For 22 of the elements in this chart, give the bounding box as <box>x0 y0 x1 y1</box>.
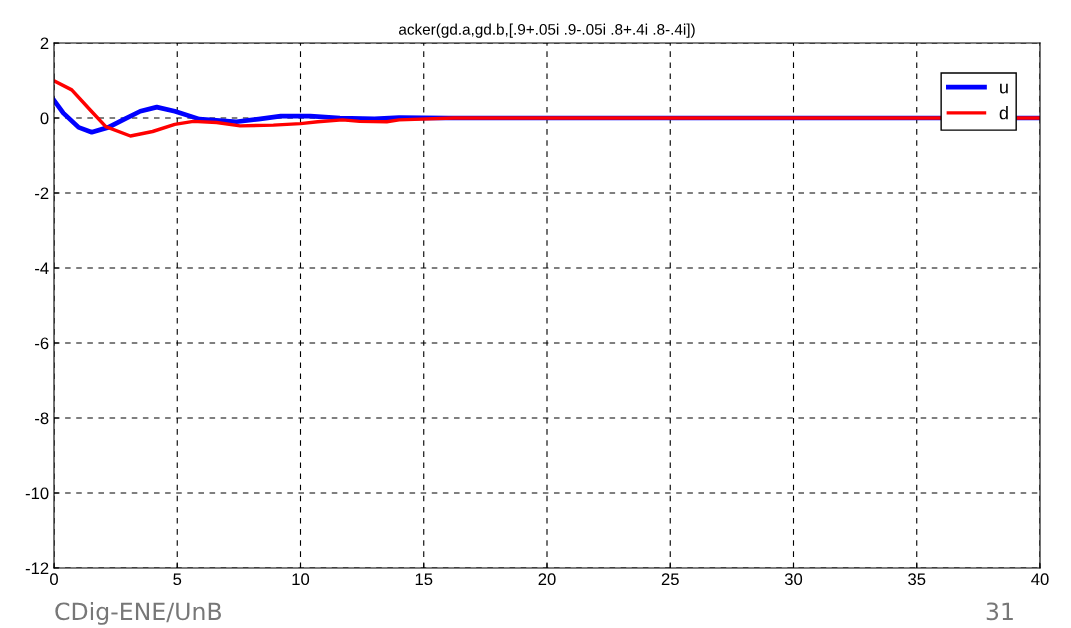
y-tick-label: -10 <box>25 487 49 500</box>
x-tick-label: 20 <box>538 573 556 586</box>
x-tick-label: 15 <box>415 573 433 586</box>
text: 31 <box>986 602 1013 621</box>
x-tick-label: 5 <box>173 573 182 586</box>
y-tick-label: 0 <box>40 112 49 125</box>
x-tick-label: 25 <box>661 573 679 586</box>
y-tick-label: -12 <box>25 562 49 575</box>
legend-label: u <box>1000 83 1008 94</box>
text: CDig-ENE/UnB <box>55 602 221 625</box>
x-tick-label: 10 <box>292 573 310 586</box>
y-tick-label: -2 <box>35 187 49 200</box>
y-tick-label: -6 <box>35 337 49 350</box>
x-tick-label: 30 <box>784 573 803 586</box>
legend-label: d <box>999 106 1008 120</box>
x-tick-label: 0 <box>50 573 58 586</box>
x-tick-label: 40 <box>1031 573 1049 586</box>
chart-title: acker(gd.a,gd.b,[.9+.05i .9-.05i .8+.4i .8-.4i]) <box>399 23 695 38</box>
y-tick-label: -4 <box>35 262 49 275</box>
y-tick-label: -8 <box>35 412 49 425</box>
y-tick-label: 2 <box>40 37 49 50</box>
x-tick-label: 35 <box>908 573 926 586</box>
